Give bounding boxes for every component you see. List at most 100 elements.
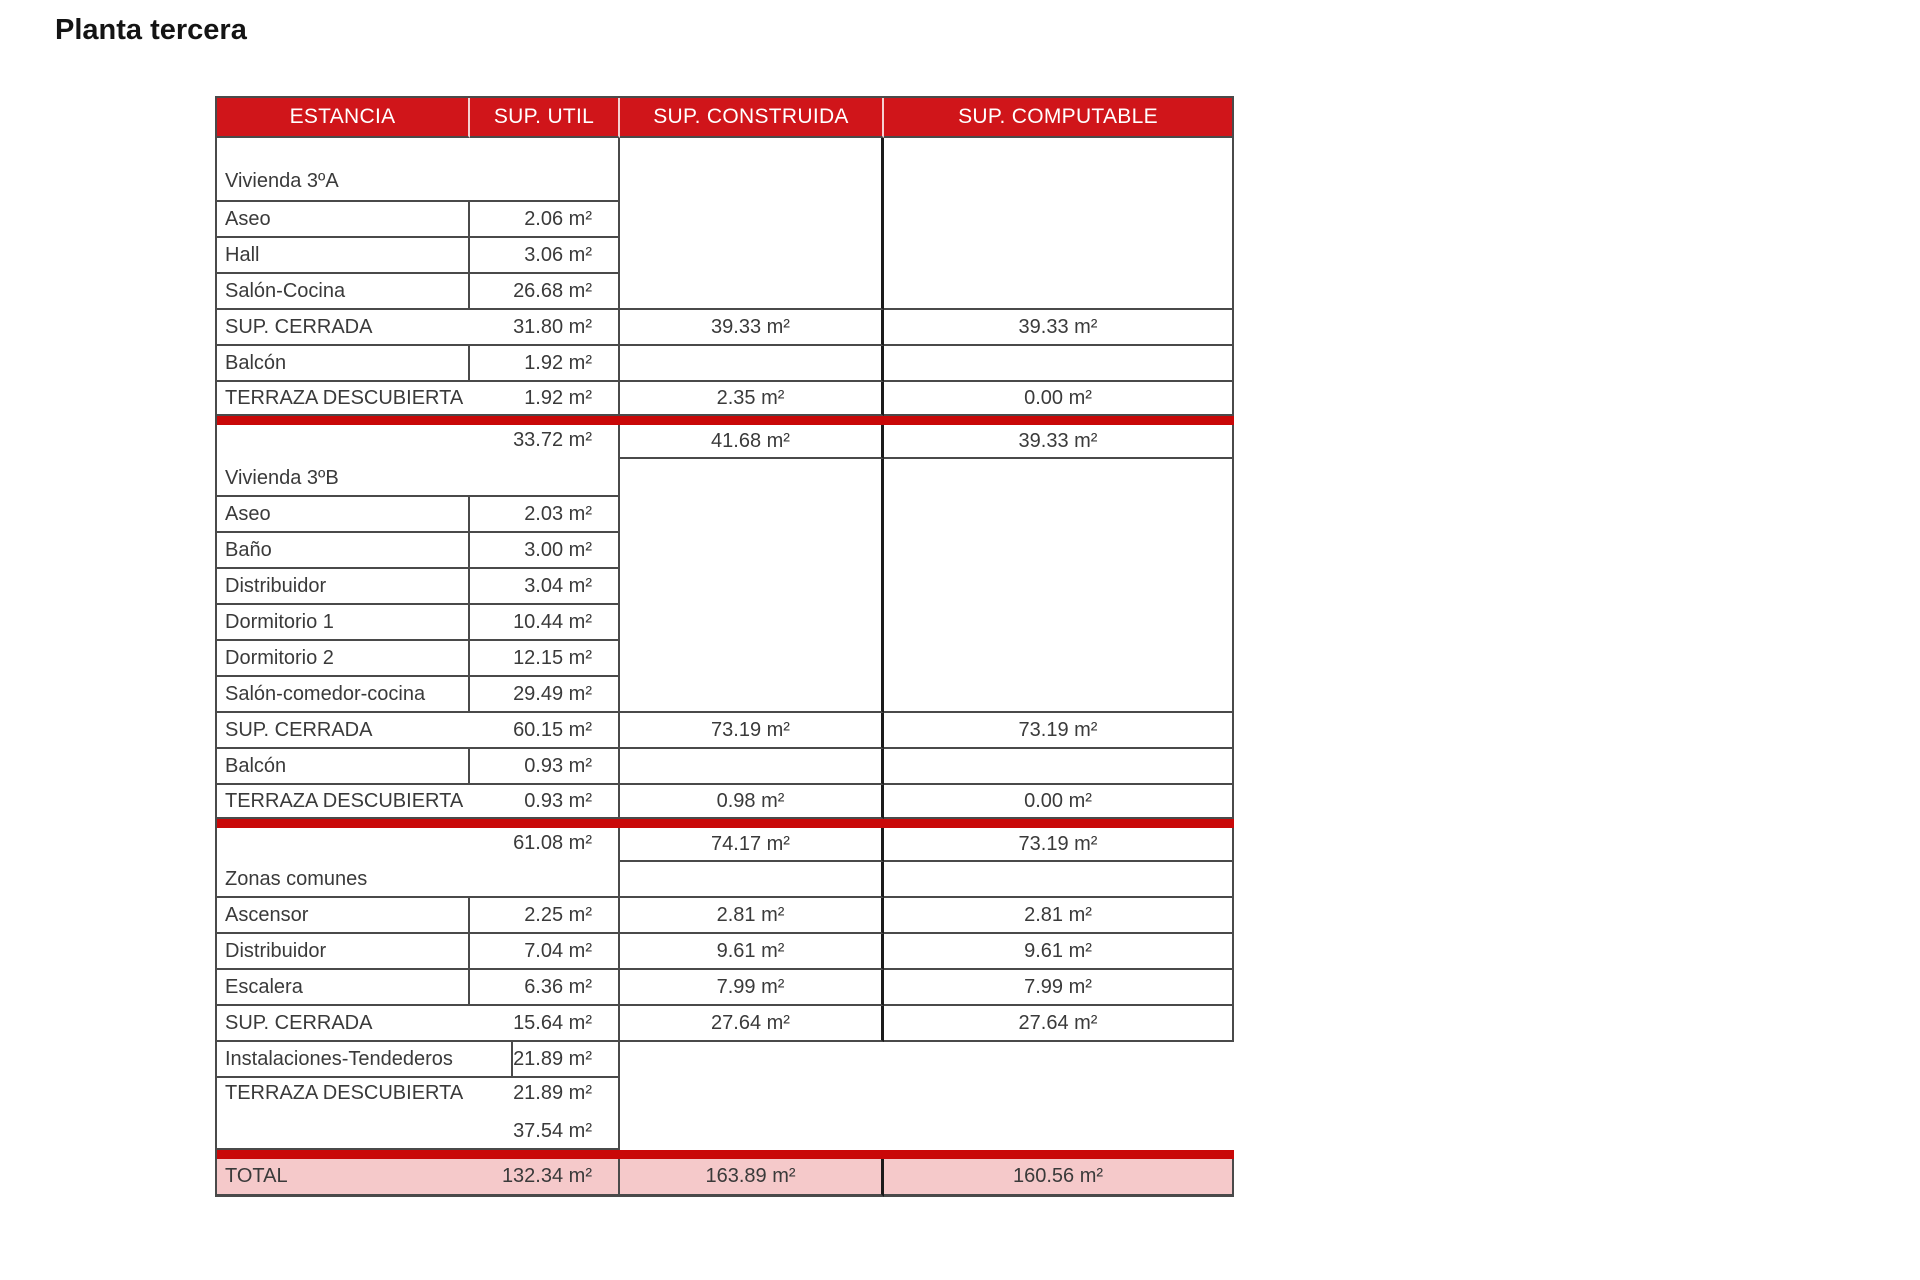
sup-cerrada-construida: 39.33 m² xyxy=(620,310,884,346)
subtotal-computable: 73.19 m² xyxy=(884,828,1234,862)
room-util-value: 3.06 m² xyxy=(470,238,620,274)
terraza-total-util: 37.54 m² xyxy=(513,1120,592,1142)
sup-cerrada-label: SUP. CERRADA xyxy=(225,1011,373,1034)
total-util: 132.34 m² xyxy=(501,1165,592,1187)
subtotal-and-section-b-cell: 33.72 m² Vivienda 3ºB xyxy=(217,425,620,497)
subtotal-computable: 39.33 m² xyxy=(884,425,1234,459)
empty-cell xyxy=(884,346,1234,382)
sup-cerrada-construida: 73.19 m² xyxy=(620,713,884,749)
terraza-construida: 2.35 m² xyxy=(620,382,884,416)
total-label: TOTAL xyxy=(225,1165,288,1187)
room-util-value: 2.06 m² xyxy=(470,202,620,238)
sup-cerrada-row: SUP. CERRADA 60.15 m² xyxy=(217,713,620,749)
areas-table: ESTANCIA SUP. UTIL SUP. CONSTRUIDA SUP. … xyxy=(215,96,1234,1197)
total-row: TOTAL 132.34 m² xyxy=(217,1159,620,1197)
terraza-util: 1.92 m² xyxy=(524,386,592,409)
terraza-label: TERRAZA DESCUBIERTA xyxy=(225,1082,464,1104)
room-util-value: 1.92 m² xyxy=(470,346,620,382)
sup-cerrada-util: 31.80 m² xyxy=(513,315,592,338)
sup-cerrada-label: SUP. CERRADA xyxy=(225,315,373,338)
room-label: Baño xyxy=(217,533,470,569)
terraza-util: 21.89 m² xyxy=(513,1082,592,1104)
room-label: Salón-Cocina xyxy=(217,274,470,310)
room-label: Salón-comedor-cocina xyxy=(217,677,470,713)
room-label: Aseo xyxy=(217,497,470,533)
room-construida-value: 9.61 m² xyxy=(620,934,884,970)
room-label: Distribuidor xyxy=(217,934,470,970)
room-util-value: 7.04 m² xyxy=(470,934,620,970)
sup-cerrada-util: 15.64 m² xyxy=(513,1011,592,1034)
room-util-value: 6.36 m² xyxy=(470,970,620,1006)
empty-cell xyxy=(620,138,884,310)
sup-cerrada-label: SUP. CERRADA xyxy=(225,718,373,741)
header-estancia: ESTANCIA xyxy=(217,98,470,138)
sup-cerrada-computable: 73.19 m² xyxy=(884,713,1234,749)
room-label: Escalera xyxy=(217,970,470,1006)
header-sup-util: SUP. UTIL xyxy=(470,98,620,138)
terraza-descubierta-row: TERRAZA DESCUBIERTA 0.93 m² xyxy=(217,785,620,819)
sup-cerrada-util: 60.15 m² xyxy=(513,718,592,741)
terraza-label: TERRAZA DESCUBIERTA xyxy=(225,386,464,409)
empty-cell xyxy=(884,862,1234,898)
room-computable-value: 2.81 m² xyxy=(884,898,1234,934)
room-util-value: 29.49 m² xyxy=(470,677,620,713)
subtotal-util: 33.72 m² xyxy=(513,429,592,451)
red-divider xyxy=(217,1150,1234,1159)
room-construida-value: 7.99 m² xyxy=(620,970,884,1006)
room-util-value: 10.44 m² xyxy=(470,605,620,641)
empty-cell xyxy=(620,346,884,382)
red-divider xyxy=(217,416,1234,425)
red-divider xyxy=(217,819,1234,828)
section-header-vivienda-3a: Vivienda 3ºA xyxy=(217,138,620,202)
room-computable-value: 9.61 m² xyxy=(884,934,1234,970)
total-construida: 163.89 m² xyxy=(620,1159,884,1197)
room-util-value: 21.89 m² xyxy=(513,1047,592,1070)
empty-cell xyxy=(884,138,1234,310)
room-label: Hall xyxy=(217,238,470,274)
room-label: Instalaciones-Tendederos xyxy=(217,1042,514,1076)
room-util-value: 3.00 m² xyxy=(470,533,620,569)
subtotal-util: 61.08 m² xyxy=(513,832,592,854)
room-label: Balcón xyxy=(217,749,470,785)
room-util-value: 2.03 m² xyxy=(470,497,620,533)
total-computable: 160.56 m² xyxy=(884,1159,1234,1197)
section-header-zonas-comunes: Zonas comunes xyxy=(225,868,368,890)
subtotal-and-zonas-cell: 61.08 m² Zonas comunes xyxy=(217,828,620,898)
room-label: Dormitorio 2 xyxy=(217,641,470,677)
room-construida-value: 2.81 m² xyxy=(620,898,884,934)
sup-cerrada-row: SUP. CERRADA 31.80 m² xyxy=(217,310,620,346)
terraza-descubierta-final-cell: TERRAZA DESCUBIERTA 21.89 m² 37.54 m² xyxy=(217,1078,620,1150)
empty-cell xyxy=(620,862,884,898)
room-util-value: 3.04 m² xyxy=(470,569,620,605)
sup-cerrada-construida: 27.64 m² xyxy=(620,1006,884,1042)
room-util-value: 12.15 m² xyxy=(470,641,620,677)
sup-cerrada-computable: 27.64 m² xyxy=(884,1006,1234,1042)
empty-cell xyxy=(884,749,1234,785)
section-header-vivienda-3b: Vivienda 3ºB xyxy=(225,467,339,489)
terraza-construida: 0.98 m² xyxy=(620,785,884,819)
page-title: Planta tercera xyxy=(55,14,247,46)
instalaciones-row: Instalaciones-Tendederos 21.89 m² xyxy=(217,1042,620,1078)
terraza-util: 0.93 m² xyxy=(524,789,592,812)
room-util-value: 2.25 m² xyxy=(470,898,620,934)
empty-cell xyxy=(620,749,884,785)
sup-cerrada-computable: 39.33 m² xyxy=(884,310,1234,346)
terraza-descubierta-row: TERRAZA DESCUBIERTA 1.92 m² xyxy=(217,382,620,416)
room-label: Balcón xyxy=(217,346,470,382)
empty-cell xyxy=(620,459,884,713)
sup-cerrada-row: SUP. CERRADA 15.64 m² xyxy=(217,1006,620,1042)
room-label: Dormitorio 1 xyxy=(217,605,470,641)
subtotal-construida: 74.17 m² xyxy=(620,828,884,862)
room-util-value: 0.93 m² xyxy=(470,749,620,785)
empty-cell xyxy=(884,459,1234,713)
room-util-value: 26.68 m² xyxy=(470,274,620,310)
terraza-computable: 0.00 m² xyxy=(884,382,1234,416)
subtotal-construida: 41.68 m² xyxy=(620,425,884,459)
room-computable-value: 7.99 m² xyxy=(884,970,1234,1006)
terraza-label: TERRAZA DESCUBIERTA xyxy=(225,789,464,812)
header-sup-computable: SUP. COMPUTABLE xyxy=(884,98,1234,138)
terraza-row: TERRAZA DESCUBIERTA 21.89 m² xyxy=(217,1082,618,1105)
room-label: Ascensor xyxy=(217,898,470,934)
empty-region xyxy=(620,1042,1234,1150)
room-label: Aseo xyxy=(217,202,470,238)
